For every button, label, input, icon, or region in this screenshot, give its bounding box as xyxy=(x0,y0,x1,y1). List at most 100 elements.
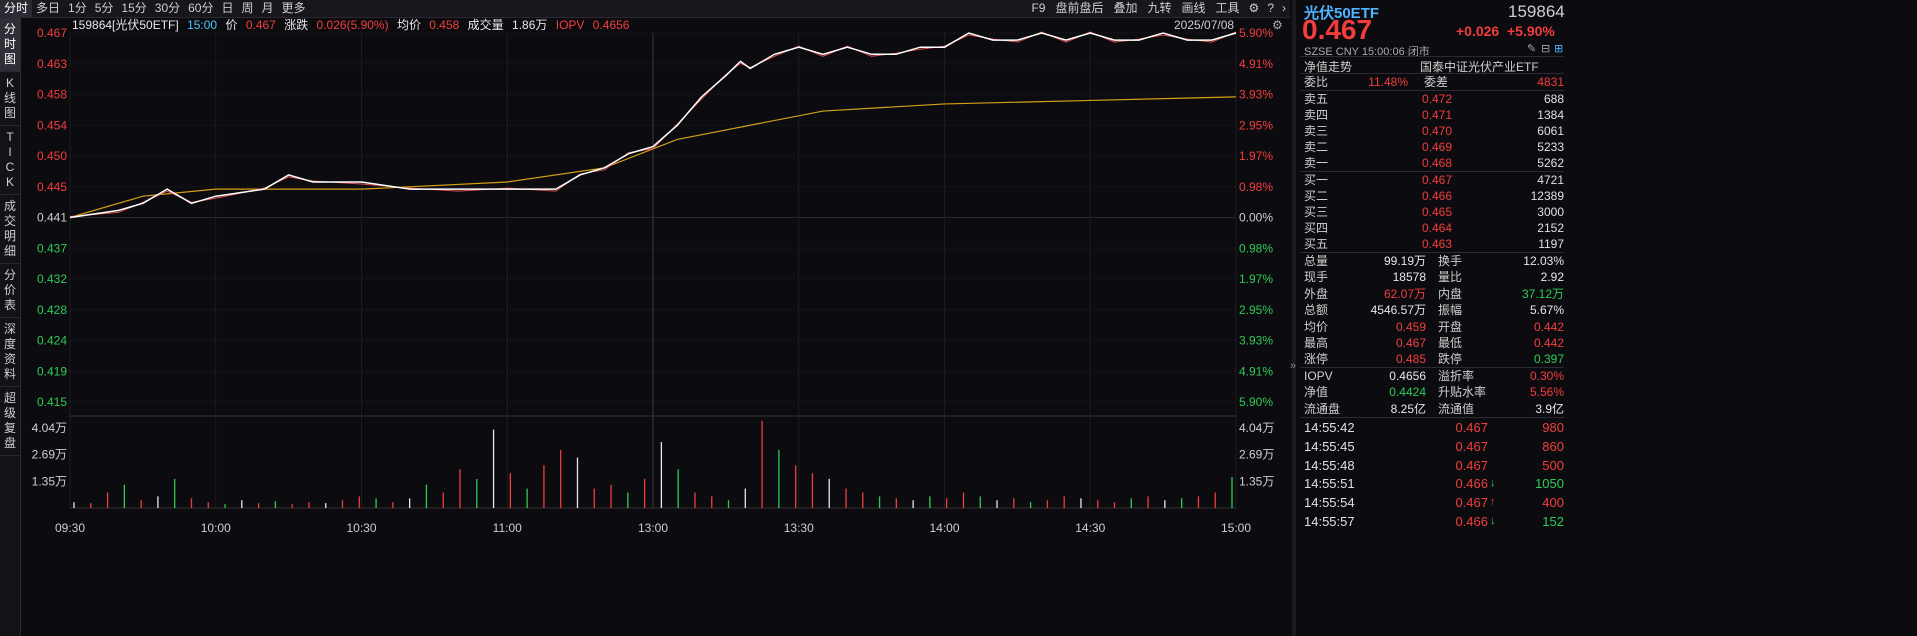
collapse-panel-icon[interactable]: » xyxy=(1290,360,1297,372)
iopv-value: 0.4656 xyxy=(592,18,630,32)
left-tab-5[interactable]: 深 度 资 料 xyxy=(0,318,20,387)
stat-row: 流通盘 8.25亿 流通值 3.9亿 xyxy=(1304,401,1564,417)
tool-3[interactable]: 九转 xyxy=(1147,1,1172,15)
stat-label: 跌停 xyxy=(1438,352,1463,367)
period-tab-4[interactable]: 15分 xyxy=(121,1,147,15)
tool-0[interactable]: F9 xyxy=(1031,1,1046,15)
avg-price-line xyxy=(69,96,1237,219)
market: SZSE xyxy=(1304,46,1333,58)
left-tab-2[interactable]: T I C K xyxy=(0,126,20,195)
y-tick-label: 0.445 xyxy=(37,180,67,194)
left-tab-4[interactable]: 分 价 表 xyxy=(0,264,20,318)
minimize-icon[interactable]: ⊟ xyxy=(1541,43,1551,55)
period-tab-9[interactable]: 月 xyxy=(261,1,274,15)
left-tab-0[interactable]: 分 时 图 xyxy=(0,18,20,72)
y-pct-tick-label: 4.91% xyxy=(1239,364,1273,378)
change-value: 0.026(5.90%) xyxy=(316,18,389,32)
y-tick-label: 0.415 xyxy=(37,395,67,409)
bid-price: 0.464 xyxy=(1421,221,1452,235)
ask-row[interactable]: 卖五 0.472 688 xyxy=(1304,91,1564,107)
tick-price: 0.466 xyxy=(1455,476,1488,492)
ask-label: 卖三 xyxy=(1304,124,1329,138)
tick-volume: 500 xyxy=(1542,457,1564,473)
tool-4[interactable]: 画线 xyxy=(1181,1,1206,15)
chart-date: 2025/07/08 xyxy=(1174,18,1235,32)
bid-row[interactable]: 买三 0.465 3000 xyxy=(1304,204,1564,220)
stat-label: 最高 xyxy=(1304,336,1329,350)
volume-label: 成交量 xyxy=(467,18,504,32)
fund-code-wrap: 159864 xyxy=(1508,2,1565,22)
left-tab-3[interactable]: 成 交 明 细 xyxy=(0,195,20,264)
ask-row[interactable]: 卖四 0.471 1384 xyxy=(1304,107,1564,123)
gear-icon[interactable]: ⚙ xyxy=(1248,1,1260,15)
tool-1[interactable]: 盘前盘后 xyxy=(1055,1,1104,15)
period-tab-8[interactable]: 周 xyxy=(241,1,254,15)
tick-time: 14:55:51 xyxy=(1304,476,1355,492)
market-status: 闭市 xyxy=(1407,46,1430,58)
tool-2[interactable]: 叠加 xyxy=(1113,1,1138,15)
chart-settings-icon[interactable]: ⚙ xyxy=(1272,18,1283,32)
iopv-label: IOPV xyxy=(555,18,585,32)
bid-price: 0.463 xyxy=(1421,237,1452,251)
help-icon[interactable]: ? xyxy=(1267,1,1274,15)
tick-row: 14:55:54 0.467 ↑ 400 xyxy=(1304,493,1564,512)
period-tab-0[interactable]: 分时 xyxy=(0,0,33,17)
stat-label: 总额 xyxy=(1304,303,1329,318)
period-tab-6[interactable]: 60分 xyxy=(188,1,214,15)
bid-row[interactable]: 买四 0.464 2152 xyxy=(1304,220,1564,236)
x-tick-label: 09:30 xyxy=(55,521,85,535)
quote-panel xyxy=(1297,0,1917,636)
security-code-name: 159864[光伏50ETF] xyxy=(72,18,179,32)
bid-row[interactable]: 买五 0.463 1197 xyxy=(1304,236,1564,252)
price-change-wrap: +0.026 +5.90% xyxy=(1456,23,1555,39)
tick-volume: 1050 xyxy=(1535,476,1564,492)
period-tab-10[interactable]: 更多 xyxy=(281,1,306,15)
tool-5[interactable]: 工具 xyxy=(1215,1,1240,15)
bid-label: 买五 xyxy=(1304,237,1329,251)
bid-volume: 1197 xyxy=(1538,237,1564,251)
period-tab-1[interactable]: 多日 xyxy=(36,1,61,15)
separator xyxy=(1300,417,1564,418)
bid-label: 买三 xyxy=(1304,205,1329,219)
price-change-pct: +5.90% xyxy=(1507,23,1555,39)
period-tab-2[interactable]: 1分 xyxy=(68,1,87,15)
tick-direction-icon: ↓ xyxy=(1490,515,1496,527)
stat-label: 振幅 xyxy=(1438,303,1463,318)
left-tab-1[interactable]: K 线 图 xyxy=(0,72,20,126)
bid-price: 0.467 xyxy=(1421,173,1452,187)
stat-label: 净值 xyxy=(1304,385,1329,400)
diff-value: 4831 xyxy=(1537,75,1564,89)
stat-value: 18578 xyxy=(1392,270,1426,285)
bid-label: 买一 xyxy=(1304,173,1329,187)
bid-row[interactable]: 买二 0.466 12389 xyxy=(1304,188,1564,204)
bid-row[interactable]: 买一 0.467 4721 xyxy=(1304,172,1564,188)
period-tab-3[interactable]: 5分 xyxy=(94,1,114,15)
period-tab-5[interactable]: 30分 xyxy=(154,1,181,15)
expand-icon[interactable]: ⊞ xyxy=(1554,43,1564,55)
stat-label: 外盘 xyxy=(1304,286,1329,301)
stat-value: 37.12万 xyxy=(1521,286,1564,301)
ask-label: 卖一 xyxy=(1304,156,1329,170)
stat-value: 4546.57万 xyxy=(1370,303,1426,318)
y-tick-label: 0.454 xyxy=(37,118,67,132)
panel-divider[interactable] xyxy=(1292,0,1296,636)
chart-info-bar: 159864[光伏50ETF] 15:00 价 0.467 涨跌 0.026(5… xyxy=(72,18,634,33)
edit-icon[interactable]: ✎ xyxy=(1527,43,1537,55)
chevron-right-icon[interactable]: › xyxy=(1282,1,1286,15)
y-pct-tick-label: 5.90% xyxy=(1239,395,1273,409)
period-tab-7[interactable]: 日 xyxy=(221,1,234,15)
left-tab-6[interactable]: 超 级 复 盘 xyxy=(0,387,20,456)
ask-row[interactable]: 卖一 0.468 5262 xyxy=(1304,155,1564,171)
volume-tick-label-right: 4.04万 xyxy=(1239,421,1274,435)
quote-time: 15:00:06 xyxy=(1361,46,1405,58)
ask-row[interactable]: 卖二 0.469 5233 xyxy=(1304,139,1564,155)
fund-full-name-wrap: 国泰中证光伏产业ETF xyxy=(1420,58,1539,75)
y-pct-tick-label: 0.98% xyxy=(1239,180,1273,194)
fund-full-name: 国泰中证光伏产业ETF xyxy=(1420,60,1539,74)
y-tick-label: 0.463 xyxy=(37,57,67,71)
y-tick-label: 0.467 xyxy=(37,26,67,40)
stat-row: 均价 0.459 开盘 0.442 xyxy=(1304,319,1564,335)
nav-trend[interactable]: 净值走势 xyxy=(1304,58,1352,75)
intraday-chart[interactable]: 0.467 5.90% 0.463 4.91% 0.458 3.93% 0.454 2.95%… xyxy=(0,0,1290,636)
ask-row[interactable]: 卖三 0.470 6061 xyxy=(1304,123,1564,139)
